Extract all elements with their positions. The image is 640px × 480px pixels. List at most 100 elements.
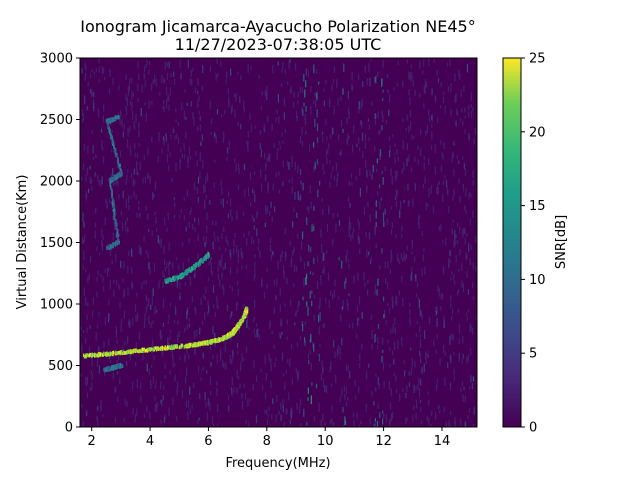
noise-cell [281, 250, 283, 258]
noise-cell [421, 268, 423, 277]
noise-cell [103, 186, 106, 193]
noise-cell [344, 388, 346, 397]
noise-cell [184, 282, 186, 287]
y-tick-label: 1500 [40, 236, 73, 251]
noise-cell [81, 109, 84, 116]
noise-cell [388, 109, 390, 116]
noise-cell [460, 89, 462, 98]
noise-cell [109, 157, 111, 162]
echo-point [114, 150, 117, 155]
noise-cell [140, 247, 142, 256]
noise-cell [274, 206, 276, 213]
noise-cell [182, 68, 184, 75]
noise-cell [293, 91, 295, 98]
noise-cell [297, 305, 299, 313]
noise-cell [102, 276, 104, 283]
noise-cell [302, 323, 304, 332]
x-axis-label: Frequency(MHz) [225, 456, 330, 471]
noise-cell [204, 296, 206, 300]
noise-cell [179, 296, 181, 300]
noise-cell [98, 58, 100, 64]
noise-cell [333, 175, 336, 181]
noise-cell [218, 259, 220, 267]
noise-cell [377, 345, 379, 349]
noise-cell [374, 119, 376, 125]
noise-cell [90, 178, 93, 184]
noise-cell [170, 134, 172, 139]
noise-cell [459, 73, 461, 80]
noise-cell [177, 381, 179, 389]
noise-cell [280, 254, 282, 262]
noise-cell [395, 388, 398, 394]
noise-cell [382, 60, 384, 68]
noise-cell [435, 417, 437, 421]
noise-cell [428, 399, 430, 406]
noise-cell [369, 214, 371, 223]
noise-cell [300, 423, 302, 427]
noise-cell [140, 382, 142, 390]
noise-cell [236, 387, 238, 395]
noise-cell [369, 331, 371, 335]
noise-cell [294, 192, 296, 200]
noise-cell [161, 401, 163, 407]
noise-cell [168, 165, 170, 172]
noise-cell [285, 369, 287, 374]
noise-cell [437, 187, 439, 195]
noise-cell [402, 388, 404, 392]
noise-cell [390, 388, 392, 397]
noise-cell [279, 304, 281, 313]
noise-cell [383, 94, 385, 104]
noise-cell [334, 351, 336, 359]
noise-cell [348, 108, 350, 115]
noise-cell [306, 421, 308, 426]
noise-cell [412, 79, 414, 87]
echo-point [83, 355, 86, 359]
noise-cell [94, 172, 96, 177]
noise-cell [385, 119, 388, 124]
noise-cell [472, 107, 474, 112]
noise-cell [281, 69, 283, 73]
noise-cell [456, 240, 458, 244]
noise-cell [195, 151, 197, 157]
noise-cell [203, 162, 205, 168]
y-tick-label: 0 [65, 421, 73, 436]
noise-cell [467, 282, 469, 287]
noise-cell [105, 189, 107, 193]
chart-title-line1: Ionogram Jicamarca-Ayacucho Polarization… [80, 17, 475, 36]
noise-cell [276, 278, 278, 286]
noise-cell [139, 161, 141, 171]
noise-cell [182, 344, 184, 349]
noise-cell [383, 413, 385, 418]
noise-cell [158, 280, 160, 289]
noise-cell [288, 162, 290, 170]
noise-cell [194, 330, 196, 339]
noise-cell [381, 125, 383, 131]
noise-cell [276, 109, 278, 115]
noise-cell [236, 215, 238, 221]
noise-cell [194, 348, 196, 355]
noise-cell [222, 138, 225, 143]
echo-point [197, 342, 199, 346]
noise-cell [235, 163, 237, 172]
noise-cell [381, 425, 383, 427]
noise-cell [98, 66, 100, 73]
noise-cell [457, 222, 459, 227]
noise-cell [184, 327, 186, 333]
noise-cell [396, 164, 398, 168]
noise-cell [209, 345, 211, 350]
noise-cell [127, 338, 129, 342]
noise-cell [188, 221, 190, 228]
noise-cell [266, 157, 268, 163]
noise-cell [318, 354, 320, 362]
noise-cell [257, 328, 259, 338]
noise-cell [175, 162, 177, 172]
noise-cell [175, 119, 177, 123]
echo-point [117, 239, 120, 243]
noise-cell [327, 148, 329, 155]
noise-cell [464, 168, 467, 177]
noise-cell [148, 298, 150, 306]
noise-cell [208, 305, 210, 313]
echo-point [103, 351, 105, 356]
noise-cell [161, 148, 163, 154]
echo-point [87, 353, 89, 357]
